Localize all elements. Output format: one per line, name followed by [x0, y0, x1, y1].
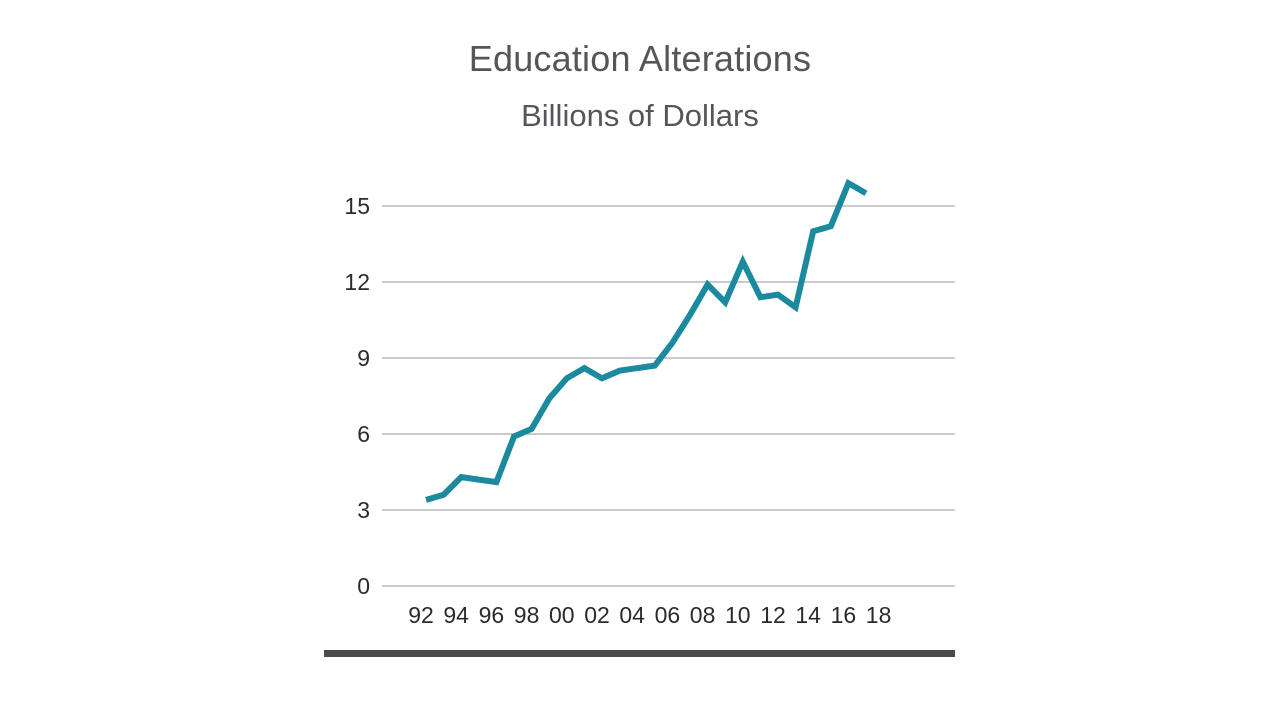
x-tick-label: 06 [655, 602, 681, 628]
data-point [423, 497, 429, 503]
y-tick-label: 6 [357, 421, 370, 447]
chart-subtitle: Billions of Dollars [521, 98, 759, 133]
data-point [441, 492, 447, 498]
data-point [599, 375, 605, 381]
x-tick-label: 98 [514, 602, 540, 628]
y-tick-label: 12 [344, 269, 370, 295]
data-point [634, 365, 640, 371]
data-point [652, 363, 658, 369]
data-point [546, 396, 552, 402]
data-point [775, 292, 781, 298]
chart-title: Education Alterations [468, 38, 812, 79]
data-point [458, 474, 464, 480]
x-tick-label: 02 [584, 602, 610, 628]
baseline-bar [324, 650, 955, 657]
data-point [493, 479, 499, 485]
data-point [845, 180, 851, 186]
y-tick-label: 9 [357, 345, 370, 371]
x-tick-label: 16 [831, 602, 857, 628]
data-point [581, 365, 587, 371]
data-point [705, 282, 711, 288]
data-point [793, 304, 799, 310]
x-tick-label: 18 [866, 602, 892, 628]
data-point [617, 368, 623, 374]
x-tick-label: 96 [479, 602, 505, 628]
x-tick-label: 14 [795, 602, 821, 628]
data-point [476, 477, 482, 483]
x-tick-label: 10 [725, 602, 751, 628]
x-tick-label: 08 [690, 602, 716, 628]
data-point [757, 294, 763, 300]
x-tick-label: 00 [549, 602, 575, 628]
x-tick-label: 94 [443, 602, 469, 628]
gridlines [382, 205, 955, 587]
y-axis-ticks: 0 3 6 9 12 15 [344, 193, 370, 599]
data-point [669, 340, 675, 346]
data-point [863, 190, 869, 196]
data-point [810, 228, 816, 234]
x-tick-label: 04 [619, 602, 645, 628]
x-axis-ticks: 92 94 96 98 00 02 04 06 08 10 12 14 16 18 [408, 602, 891, 628]
data-point [687, 312, 693, 318]
x-tick-label: 92 [408, 602, 434, 628]
x-tick-label: 12 [760, 602, 786, 628]
series-layer [423, 178, 869, 503]
data-point [511, 434, 517, 440]
data-point [740, 259, 746, 265]
data-point [564, 375, 570, 381]
data-point [722, 299, 728, 305]
y-tick-label: 15 [344, 193, 370, 219]
y-tick-label: 3 [357, 497, 370, 523]
data-point [828, 223, 834, 229]
data-point [529, 426, 535, 432]
series-line-0 [425, 178, 868, 503]
y-tick-label: 0 [357, 573, 370, 599]
